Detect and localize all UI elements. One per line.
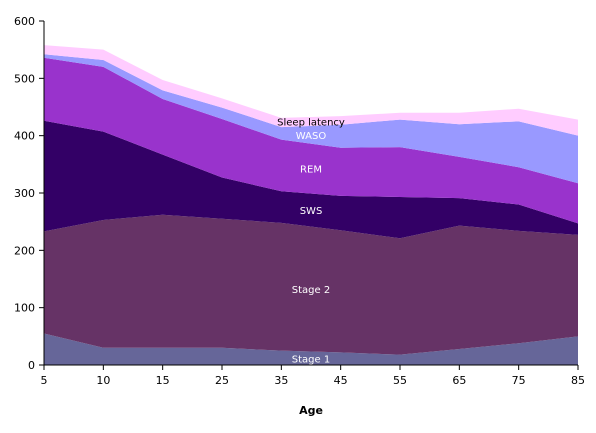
x-axis-title: Age (299, 404, 323, 417)
y-tick-label: 100 (14, 302, 35, 315)
series-label-stage-1: Stage 1 (292, 354, 330, 365)
x-tick-label: 45 (334, 374, 348, 387)
area-stage-2 (44, 214, 578, 355)
area-series-group (44, 45, 578, 365)
x-tick-label: 85 (571, 374, 585, 387)
y-tick-label: 600 (14, 15, 35, 28)
y-tick-label: 0 (28, 359, 35, 372)
y-axis-ticks: 0 100 200 300 400 500 600 (14, 15, 44, 372)
area-sws (44, 120, 578, 239)
y-tick-label: 500 (14, 72, 35, 85)
x-tick-label: 5 (41, 374, 48, 387)
series-label-sleep-latency: Sleep latency (277, 117, 345, 128)
x-axis-ticks: 5 10 15 25 35 45 55 65 75 85 (41, 365, 585, 387)
area-sleep-latency (44, 45, 578, 136)
x-tick-label: 35 (274, 374, 288, 387)
area-rem (44, 57, 578, 224)
area-stage-1 (44, 333, 578, 365)
x-tick-label: 10 (96, 374, 110, 387)
y-tick-label: 300 (14, 187, 35, 200)
series-label-waso: WASO (296, 131, 327, 142)
y-tick-label: 400 (14, 130, 35, 143)
x-tick-label: 15 (156, 374, 170, 387)
y-tick-label: 200 (14, 244, 35, 257)
x-tick-label: 65 (452, 374, 466, 387)
x-tick-label: 55 (393, 374, 407, 387)
series-label-rem: REM (300, 165, 322, 176)
series-label-group: Stage 1 Stage 2 SWS REM WASO Sleep latency (277, 117, 345, 365)
area-waso (44, 54, 578, 184)
series-label-stage-2: Stage 2 (292, 285, 330, 296)
x-tick-label: 25 (215, 374, 229, 387)
series-label-sws: SWS (300, 206, 323, 217)
x-tick-label: 75 (512, 374, 526, 387)
